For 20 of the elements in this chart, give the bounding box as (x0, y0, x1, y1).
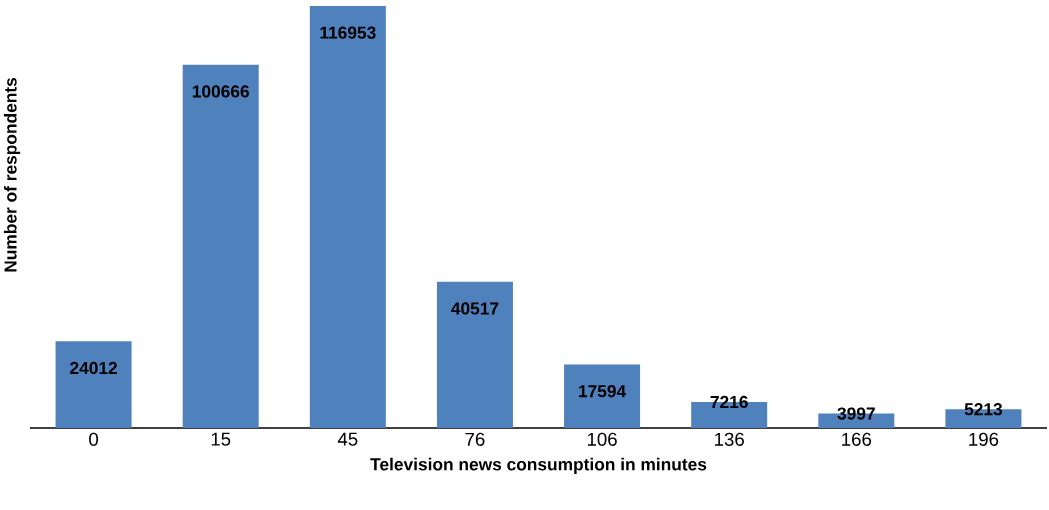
x-tick-label: 106 (587, 432, 617, 446)
x-tick-label: 76 (465, 432, 485, 446)
x-tick-label: 136 (715, 432, 744, 446)
x-tick-label: 15 (211, 432, 231, 446)
x-tick-label: 45 (337, 432, 358, 446)
y-axis-title: Number of respondents (3, 77, 21, 272)
bar (55, 341, 132, 428)
data-label: 116953 (320, 26, 376, 39)
bar (182, 64, 259, 428)
x-axis-title: Television news consumption in minutes (370, 457, 707, 474)
data-label: 40517 (451, 302, 499, 315)
bar (564, 364, 641, 428)
bar (436, 281, 513, 428)
data-label: 17594 (579, 385, 627, 398)
data-label: 100666 (192, 85, 249, 98)
x-tick-label: 0 (89, 432, 99, 446)
x-tick-label: 166 (842, 432, 872, 446)
bar (309, 5, 386, 428)
data-label: 24012 (70, 361, 117, 375)
x-tick-label: 196 (969, 432, 999, 446)
